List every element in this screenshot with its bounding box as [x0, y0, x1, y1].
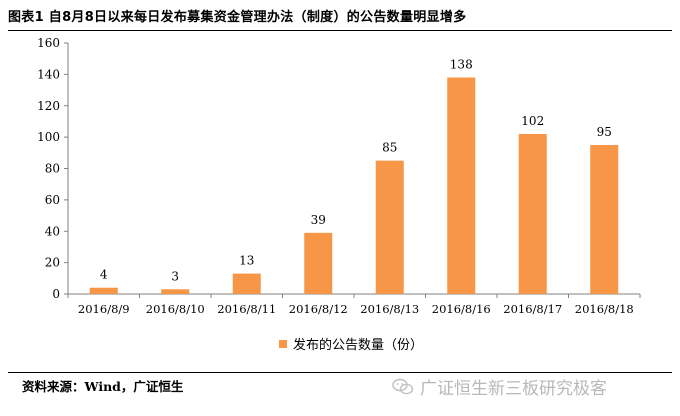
y-tick-label: 120 [37, 99, 60, 113]
bar [232, 273, 261, 294]
y-tick-label: 0 [52, 287, 60, 301]
data-label: 85 [382, 141, 397, 155]
x-tick-label: 2016/8/11 [217, 302, 276, 316]
bar [518, 133, 547, 294]
legend-label: 发布的公告数量（份） [293, 338, 424, 353]
y-tick-label: 20 [45, 256, 60, 270]
data-label: 102 [521, 114, 544, 128]
data-label: 3 [171, 269, 179, 283]
data-label: 138 [450, 58, 473, 72]
top-rule [8, 30, 672, 31]
data-label: 13 [239, 254, 254, 268]
wechat-icon [392, 378, 414, 396]
x-tick-label: 2016/8/17 [503, 302, 562, 316]
bar [590, 144, 619, 294]
bar [304, 232, 333, 294]
bar [447, 77, 476, 294]
bottom-rule [8, 372, 672, 373]
x-tick-label: 2016/8/18 [575, 302, 634, 316]
legend: 发布的公告数量（份） [279, 334, 423, 353]
chart-title: 图表1 自8月8日以来每日发布募集资金管理办法（制度）的公告数量明显增多 [8, 10, 467, 25]
y-tick-label: 80 [45, 162, 60, 176]
data-label: 4 [100, 268, 108, 282]
bar [375, 160, 404, 294]
y-tick-label: 160 [37, 36, 60, 50]
x-tick-label: 2016/8/12 [289, 302, 348, 316]
data-label: 95 [597, 125, 612, 139]
y-tick-label: 100 [37, 130, 60, 144]
data-label: 39 [311, 213, 326, 227]
y-tick-label: 40 [45, 224, 60, 238]
y-tick-label: 140 [37, 67, 60, 81]
x-tick-label: 2016/8/13 [360, 302, 419, 316]
bar [89, 287, 118, 294]
x-tick-label: 2016/8/9 [78, 302, 130, 316]
watermark-text: 广证恒生新三板研究极客 [420, 379, 607, 399]
bar [161, 289, 190, 294]
legend-swatch [279, 339, 287, 348]
watermark: 广证恒生新三板研究极客 [392, 374, 607, 399]
x-tick-label: 2016/8/10 [146, 302, 205, 316]
source-note: 资料来源：Wind，广证恒生 [22, 379, 184, 394]
x-tick-label: 2016/8/16 [432, 302, 491, 316]
y-tick-label: 60 [45, 193, 60, 207]
